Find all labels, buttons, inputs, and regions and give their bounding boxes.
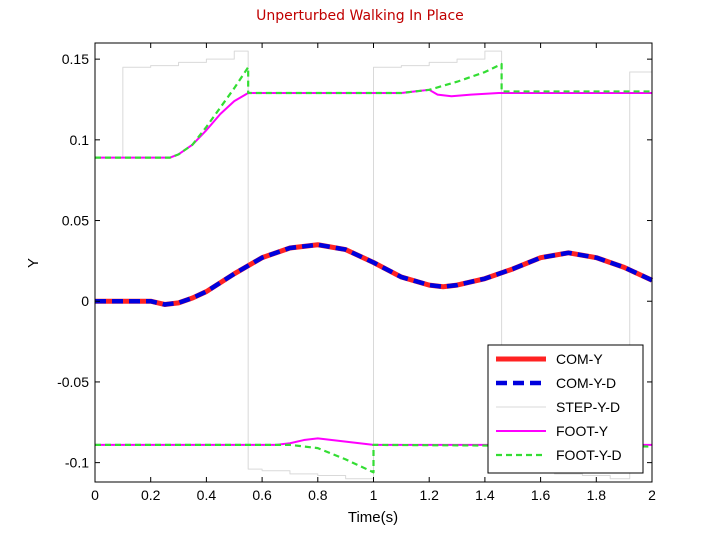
y-tick-label: 0.1 xyxy=(70,132,90,148)
series-line xyxy=(95,242,653,307)
y-tick-label: 0.05 xyxy=(62,213,89,229)
x-tick-label: 0.6 xyxy=(252,487,272,503)
x-tick-label: 1.6 xyxy=(531,487,551,503)
y-tick-label: 0.15 xyxy=(62,51,89,67)
legend-label: FOOT-Y-D xyxy=(556,447,622,463)
series-line xyxy=(95,443,653,474)
legend-label: STEP-Y-D xyxy=(556,399,620,415)
y-tick-label: -0.1 xyxy=(65,455,89,471)
x-tick-label: 0 xyxy=(91,487,99,503)
x-tick-label: 1 xyxy=(370,487,378,503)
series-foot-y-d xyxy=(95,62,653,474)
series-line xyxy=(95,62,652,159)
series-com-y-d xyxy=(95,242,653,307)
x-tick-label: 0.4 xyxy=(197,487,217,503)
y-axis-label: Y xyxy=(25,258,42,268)
x-tick-label: 2 xyxy=(648,487,656,503)
x-tick-label: 1.4 xyxy=(475,487,495,503)
series-layer xyxy=(95,50,654,480)
x-tick-label: 0.2 xyxy=(141,487,161,503)
legend-label: FOOT-Y xyxy=(556,423,609,439)
series-line xyxy=(95,437,652,446)
x-tick-label: 1.2 xyxy=(419,487,439,503)
y-tick-label: 0 xyxy=(81,293,89,309)
y-tick-label: -0.05 xyxy=(57,374,89,390)
x-axis-label: Time(s) xyxy=(348,509,398,526)
x-tick-label: 1.8 xyxy=(587,487,607,503)
legend-label: COM-Y xyxy=(556,351,603,367)
legend: COM-Y COM-Y-D STEP-Y-D FOOT-Y FOOT-Y-D xyxy=(487,344,644,474)
chart-title: Unperturbed Walking In Place xyxy=(256,8,464,24)
legend-box xyxy=(487,344,644,474)
legend-label: COM-Y-D xyxy=(556,375,616,391)
x-tick-label: 0.8 xyxy=(308,487,328,503)
ticks-layer: 0 0.2 0.4 0.6 0.8 1 1.2 1.4 1.6 1.8 2 -0.1 -0.05 0 0.0… xyxy=(57,43,656,503)
